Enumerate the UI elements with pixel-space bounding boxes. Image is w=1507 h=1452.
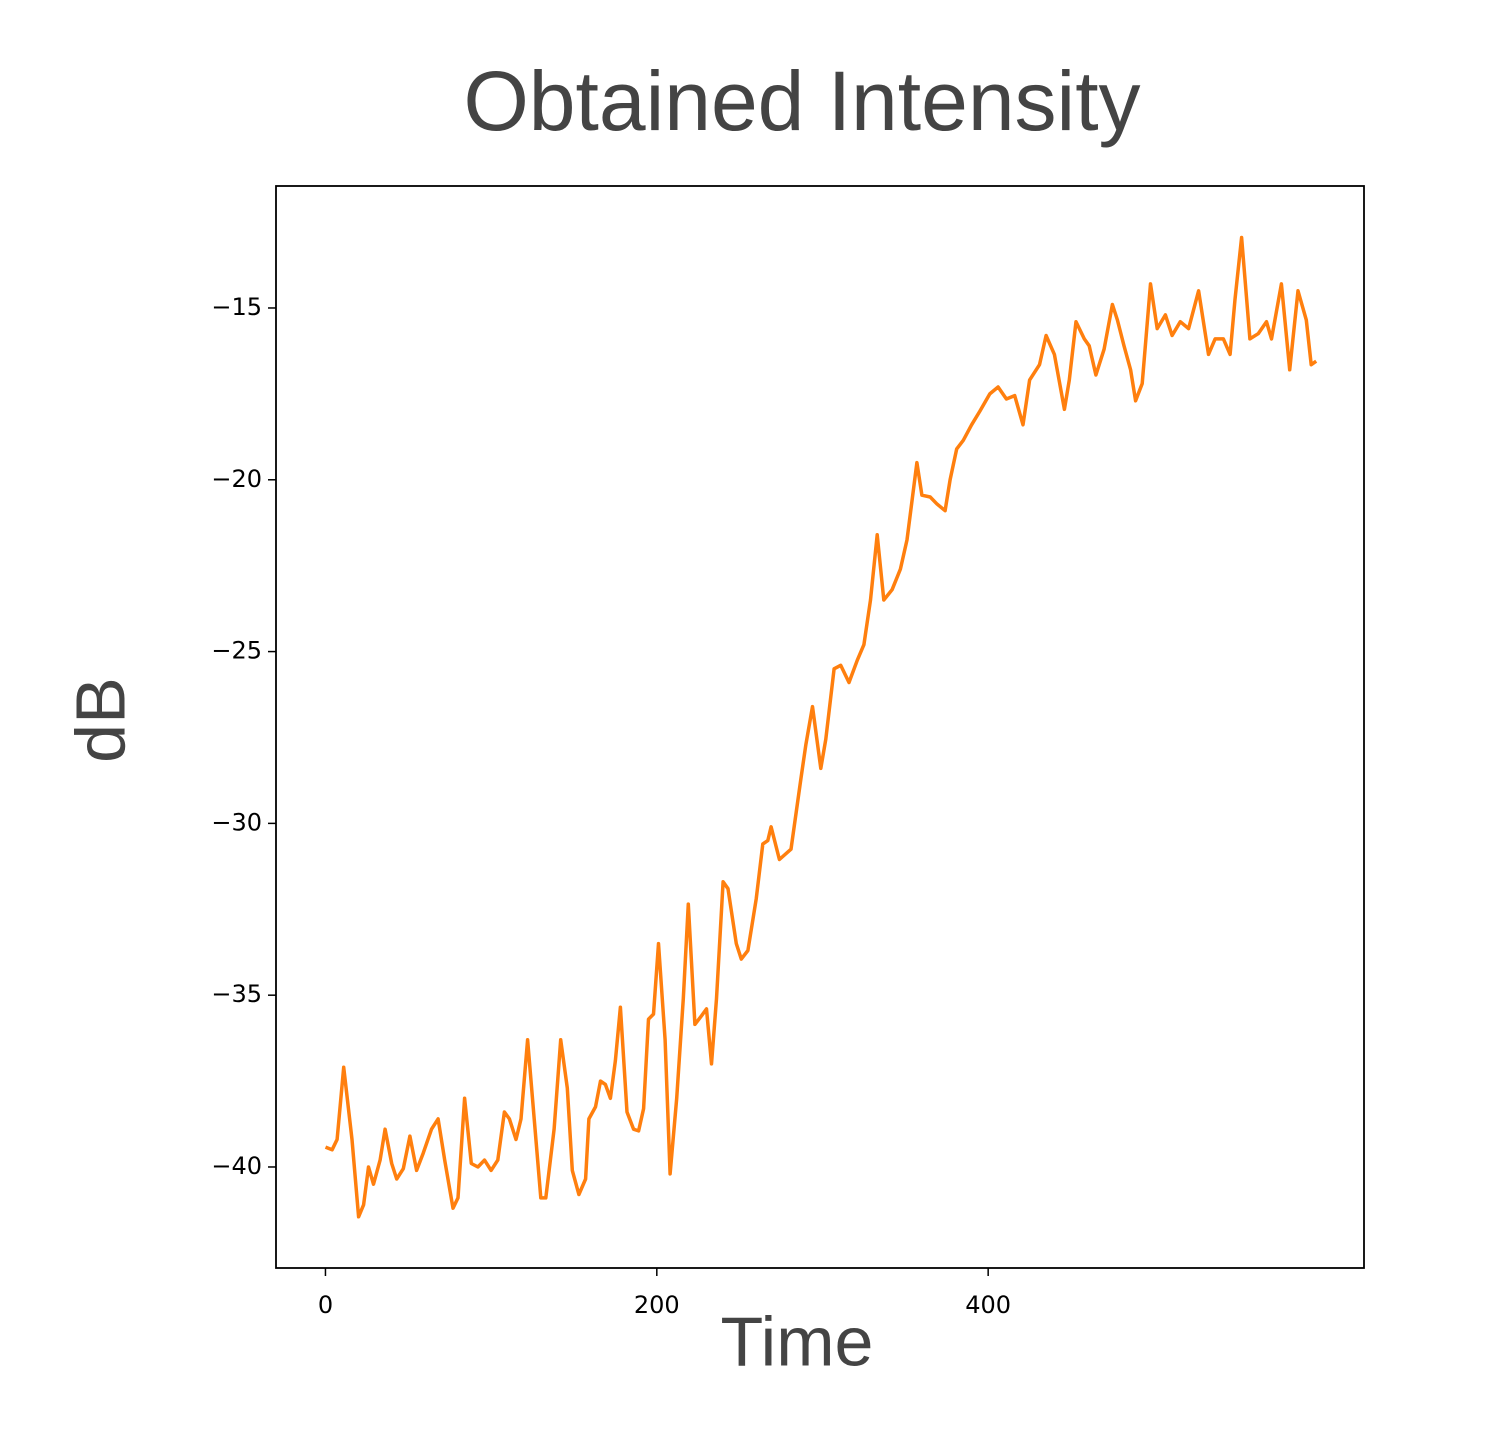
plot-frame (275, 185, 1365, 1269)
x-axis-label: Time (721, 1302, 874, 1380)
y-tick-label: −30 (211, 808, 262, 836)
y-tick-label: −20 (211, 465, 262, 493)
y-tick-label: −15 (211, 293, 262, 321)
chart-title: Obtained Intensity (463, 54, 1140, 148)
x-tick-label: 200 (634, 1291, 680, 1319)
y-tick-label: −40 (211, 1152, 262, 1180)
y-tick-label: −35 (211, 980, 262, 1008)
data-line (324, 235, 1318, 1219)
y-tick-label: −25 (211, 637, 262, 665)
x-tick-label: 0 (318, 1291, 333, 1319)
x-tick-label: 400 (965, 1291, 1011, 1319)
y-axis-label: dB (61, 677, 139, 763)
